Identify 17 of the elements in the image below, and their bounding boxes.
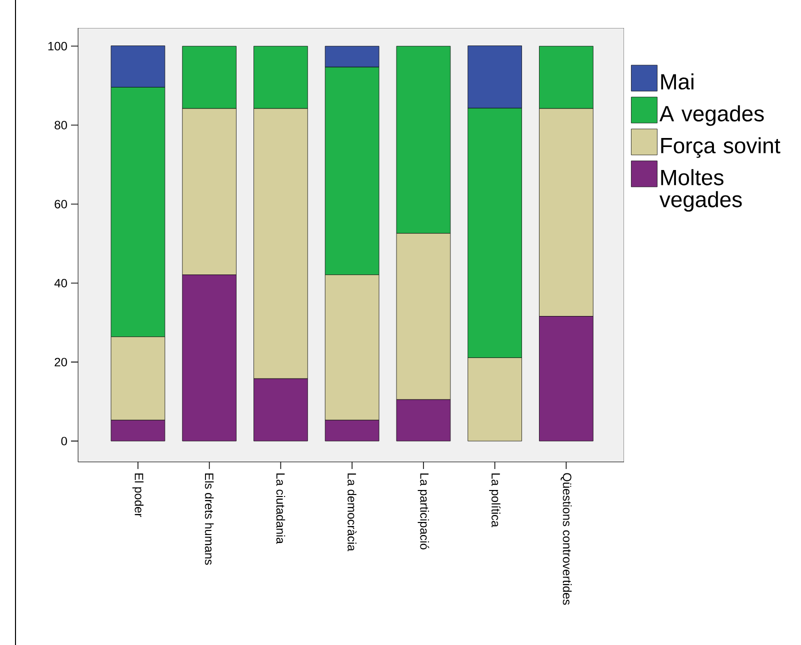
y-tick-label: 20 [54, 358, 68, 366]
y-tick-label: 80 [54, 120, 68, 130]
x-tick-label: La participació [418, 474, 430, 550]
x-tick-label: Qüestions controvertides [560, 473, 572, 605]
y-tick-label: 0 [61, 436, 68, 446]
legend-label: Moltes vegades [660, 169, 742, 212]
legend-label: Força sovint [661, 137, 780, 158]
x-tick-label: La política [489, 474, 500, 528]
x-tick-label: La ciutadania [276, 474, 286, 544]
y-tick-label: 40 [54, 278, 68, 288]
x-tick-label: Els drets humans [204, 474, 214, 565]
legend-label: Mai [661, 73, 694, 90]
x-tick-label: El poder [132, 474, 144, 517]
y-tick-label: 60 [54, 200, 68, 208]
x-tick-label: La democràcia [348, 474, 357, 552]
legend-label: A vegades [659, 105, 764, 126]
y-tick-label: 100 [48, 42, 68, 50]
